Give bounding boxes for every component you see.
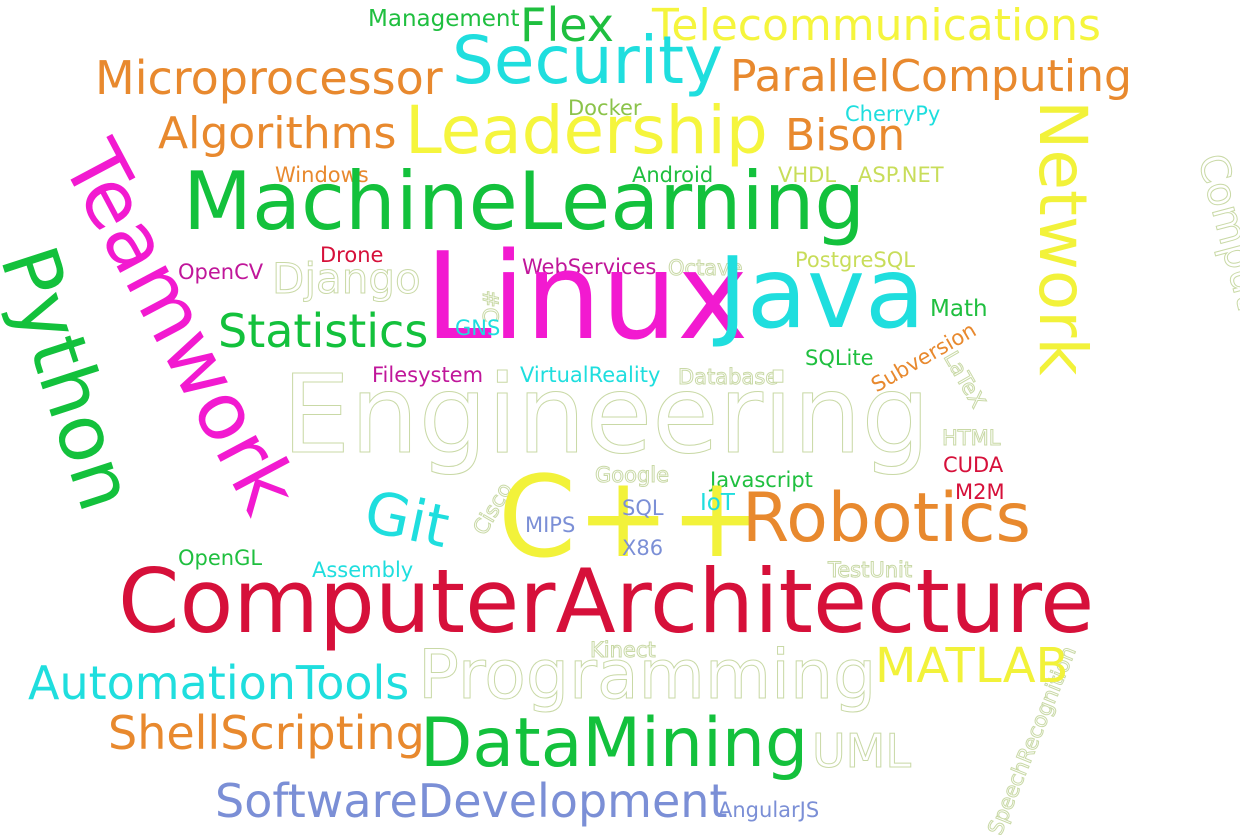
word-m2m: M2M bbox=[955, 480, 1005, 504]
word-sqlite: SQLite bbox=[805, 346, 874, 370]
word-telecommunications: Telecommunications bbox=[652, 0, 1101, 51]
word-datamining: DataMining bbox=[420, 704, 809, 783]
word-statistics: Statistics bbox=[218, 304, 429, 358]
word-computerarchitecture: ComputerArchitecture bbox=[118, 550, 1095, 653]
word-algorithms: Algorithms bbox=[158, 108, 397, 159]
word-webservices: WebServices bbox=[522, 255, 657, 279]
word-security: Security bbox=[452, 22, 724, 99]
word-machinelearning: MachineLearning bbox=[183, 155, 866, 248]
word-parallelcomputing: ParallelComputing bbox=[730, 51, 1132, 102]
word-math: Math bbox=[930, 296, 988, 322]
word-testunit: TestUnit bbox=[827, 558, 913, 582]
word-cherrypy: CherryPy bbox=[845, 102, 941, 126]
word-google: Google bbox=[594, 463, 670, 487]
word-filesystem: Filesystem bbox=[372, 363, 484, 387]
word-gns: GNS bbox=[455, 316, 501, 340]
word-cplusplus: C++ bbox=[498, 453, 764, 583]
word-bison: Bison bbox=[785, 110, 906, 161]
word-linux: Linux bbox=[425, 228, 749, 367]
word-android: Android bbox=[632, 163, 714, 187]
word-html: HTML bbox=[941, 426, 1001, 450]
word-virtualreality: VirtualReality bbox=[520, 363, 661, 387]
word-x86: X86 bbox=[622, 536, 664, 560]
word-vhdl: VHDL bbox=[778, 163, 837, 187]
word-management: Management bbox=[368, 6, 520, 32]
word-matlab: MATLAB bbox=[875, 638, 1069, 694]
word-docker: Docker bbox=[568, 96, 642, 120]
word-softwaredevelopment: SoftwareDevelopment bbox=[215, 774, 728, 828]
word-uml: UML bbox=[812, 724, 912, 778]
word-leadership: Leadership bbox=[405, 92, 768, 169]
word-opengl: OpenGL bbox=[178, 546, 263, 570]
word-flex: Flex bbox=[520, 0, 614, 52]
word-shellscripting: ShellScripting bbox=[108, 706, 425, 760]
word-database: Database bbox=[677, 365, 779, 389]
word-engineering: Engineering bbox=[282, 353, 931, 478]
word-cuda: CUDA bbox=[943, 453, 1004, 477]
word-computervision: ComputerVision bbox=[1188, 149, 1240, 469]
word-javascript: Javascript bbox=[710, 468, 813, 492]
word-opencv: OpenCV bbox=[178, 260, 264, 284]
word-robotics: Robotics bbox=[742, 479, 1031, 558]
word-aspnet: ASP.NET bbox=[858, 163, 944, 187]
word-assembly: Assembly bbox=[312, 558, 414, 582]
word-kinect: Kinect bbox=[590, 638, 657, 662]
word-octave: Octave bbox=[668, 256, 744, 280]
word-microprocessor: Microprocessor bbox=[95, 51, 443, 105]
word-java: Java bbox=[718, 237, 926, 351]
word-drone: Drone bbox=[320, 243, 384, 267]
word-programming: Programming bbox=[417, 636, 877, 715]
word-postgresql: PostgreSQL bbox=[795, 248, 915, 272]
word-mips: MIPS bbox=[525, 513, 576, 537]
word-django: Django bbox=[272, 254, 422, 303]
word-angularjs: AngularJS bbox=[718, 798, 820, 822]
word-automationtools: AutomationTools bbox=[28, 656, 410, 710]
word-iot: IoT bbox=[700, 490, 735, 516]
word-latex: LaTeX bbox=[938, 347, 991, 413]
word-network: Network bbox=[1024, 100, 1101, 376]
word-git: Git bbox=[358, 477, 456, 562]
word-sql: SQL bbox=[622, 496, 664, 520]
word-windows: Windows bbox=[275, 163, 369, 187]
